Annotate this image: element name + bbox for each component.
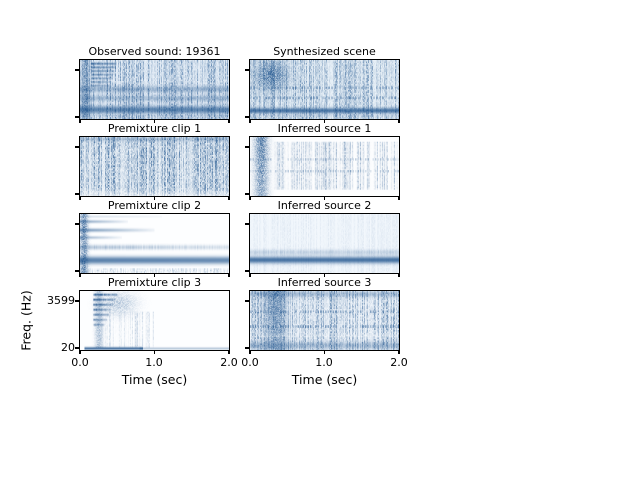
x-axis-tick xyxy=(79,350,81,354)
x-axis-tick xyxy=(398,273,400,277)
y-axis-tick xyxy=(74,193,79,195)
y-axis-tick xyxy=(244,69,249,71)
y-axis-tick xyxy=(244,146,249,148)
x-axis-tick xyxy=(79,196,81,200)
panel-title-observed-sound: Observed sound: 19361 xyxy=(88,45,221,58)
x-axis-tick xyxy=(398,196,400,200)
spectrogram-image-inferred-source-1 xyxy=(250,137,399,196)
y-axis-tick xyxy=(244,347,249,349)
x-tick-label: 1.0 xyxy=(315,356,333,369)
x-axis-tick xyxy=(153,196,156,200)
x-axis-tick xyxy=(249,119,251,123)
x-axis-tick xyxy=(398,350,400,354)
x-axis-tick xyxy=(323,273,326,277)
spectrogram-panel-premixture-clip-2 xyxy=(74,213,230,277)
panel-title-inferred-source-1: Inferred source 1 xyxy=(277,122,372,135)
panel-title-premixture-clip-1: Premixture clip 1 xyxy=(107,122,202,135)
panel-title-inferred-source-3: Inferred source 3 xyxy=(277,276,372,289)
y-axis-tick xyxy=(244,300,249,302)
panel-title-premixture-clip-3: Premixture clip 3 xyxy=(107,276,202,289)
x-axis-tick xyxy=(249,196,251,200)
x-axis-tick xyxy=(323,196,326,200)
x-tick-label: 1.0 xyxy=(145,356,163,369)
spectrogram-image-premixture-clip-2 xyxy=(80,214,229,273)
x-axis-label: Time (sec) xyxy=(121,372,188,387)
y-tick-label: 20 xyxy=(61,341,75,354)
spectrogram-panel-premixture-clip-1 xyxy=(74,136,230,200)
spectrogram-panel-observed-sound xyxy=(74,59,230,123)
spectrogram-image-inferred-source-2 xyxy=(250,214,399,273)
spectrogram-image-observed-sound xyxy=(80,60,229,119)
y-axis-tick xyxy=(74,270,79,272)
y-axis-tick xyxy=(244,223,249,225)
x-axis-tick xyxy=(228,273,230,277)
x-axis-label: Time (sec) xyxy=(291,372,358,387)
x-axis-tick xyxy=(323,119,326,123)
panel-title-synthesized-scene: Synthesized scene xyxy=(273,45,376,58)
spectrogram-panel-premixture-clip-3 xyxy=(74,290,230,354)
y-axis-label: Freq. (Hz) xyxy=(18,290,34,351)
x-axis-tick xyxy=(228,350,230,354)
x-tick-label: 2.0 xyxy=(390,356,408,369)
spectrogram-panel-inferred-source-2 xyxy=(244,213,400,277)
y-axis-tick xyxy=(74,69,79,71)
spectrogram-image-premixture-clip-1 xyxy=(80,137,229,196)
panel-title-premixture-clip-2: Premixture clip 2 xyxy=(107,199,202,212)
y-axis-tick xyxy=(244,116,249,118)
y-axis-tick xyxy=(74,347,79,349)
spectrogram-panel-synthesized-scene xyxy=(244,59,400,123)
y-axis-tick xyxy=(74,300,79,302)
x-tick-label: 0.0 xyxy=(71,356,89,369)
x-axis-tick xyxy=(249,350,251,354)
y-axis-tick xyxy=(74,116,79,118)
y-axis-tick xyxy=(74,146,79,148)
x-axis-tick xyxy=(323,350,326,354)
x-axis-tick xyxy=(79,119,81,123)
x-axis-tick xyxy=(228,119,230,123)
y-axis-tick xyxy=(244,270,249,272)
spectrogram-image-premixture-clip-3 xyxy=(80,291,229,350)
spectrogram-image-synthesized-scene xyxy=(250,60,399,119)
x-tick-label: 0.0 xyxy=(241,356,259,369)
spectrogram-panel-inferred-source-1 xyxy=(244,136,400,200)
x-axis-tick xyxy=(153,273,156,277)
x-axis-tick xyxy=(153,350,156,354)
x-axis-tick xyxy=(398,119,400,123)
y-tick-label: 3599 xyxy=(47,294,75,307)
x-axis-tick xyxy=(249,273,251,277)
spectrogram-panel-inferred-source-3 xyxy=(244,290,400,354)
x-axis-tick xyxy=(153,119,156,123)
panel-title-inferred-source-2: Inferred source 2 xyxy=(277,199,372,212)
y-axis-tick xyxy=(74,223,79,225)
spectrogram-image-inferred-source-3 xyxy=(250,291,399,350)
y-axis-tick xyxy=(244,193,249,195)
x-axis-tick xyxy=(79,273,81,277)
x-tick-label: 2.0 xyxy=(220,356,238,369)
x-axis-tick xyxy=(228,196,230,200)
